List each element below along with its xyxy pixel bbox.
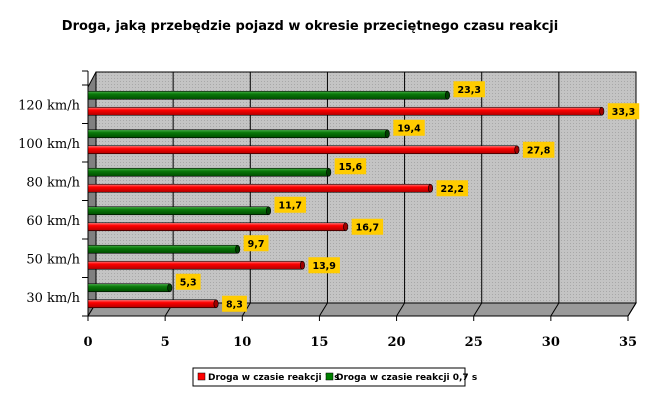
bar-cap (428, 183, 434, 193)
data-label-text: 16,7 (356, 222, 379, 233)
data-label-text: 13,9 (312, 261, 335, 272)
gridline-floor (627, 302, 637, 317)
data-label-text: 27,8 (527, 145, 551, 156)
y-tick-label: 120 km/h (18, 98, 81, 113)
data-label-box (274, 196, 306, 213)
bar-series-2 (87, 206, 269, 216)
data-label-box (175, 273, 201, 290)
data-label-box (607, 103, 640, 120)
bar-cap (343, 222, 349, 232)
data-label: 19,4 (393, 119, 425, 136)
bar-series-1 (87, 299, 217, 309)
bar-cap (266, 206, 272, 216)
data-label: 5,3 (175, 273, 201, 290)
data-label-text: 8,3 (226, 299, 243, 310)
bar-series-2 (87, 129, 388, 139)
y-axis-tick-labels: 30 km/h 50 km/h 60 km/h 80 km/h 100 km/h 120 … (18, 98, 81, 306)
data-label: 33,3 (607, 103, 640, 120)
axes (82, 70, 629, 321)
bar-cap (384, 129, 390, 139)
data-label-text: 11,7 (279, 200, 302, 211)
bars (87, 90, 605, 309)
data-label: 11,7 (274, 196, 306, 213)
legend-label-series-1: Droga w czasie reakcji 1 s (208, 373, 340, 383)
data-label-box (308, 257, 340, 274)
y-tick-label: 80 km/h (26, 175, 80, 190)
bar-cap (235, 244, 241, 254)
data-label-box (436, 180, 468, 197)
data-label: 27,8 (522, 141, 555, 158)
gridline-floor (550, 302, 560, 317)
data-label-text: 15,6 (339, 162, 363, 173)
x-tick-label: 15 (310, 335, 328, 350)
data-label: 15,6 (334, 158, 367, 175)
x-tick-label: 35 (619, 335, 637, 350)
bar-series-1 (87, 106, 603, 116)
gridline-floor (396, 302, 405, 317)
data-label-text: 33,3 (612, 107, 635, 118)
data-label: 8,3 (222, 295, 247, 312)
data-label-text: 22,2 (441, 184, 464, 195)
bar-series-1 (87, 183, 431, 193)
bar-cap (444, 90, 450, 100)
bar-series-2 (87, 167, 329, 177)
data-label: 23,3 (453, 81, 485, 98)
x-tick-label: 25 (465, 335, 483, 350)
data-label-text: 23,3 (457, 85, 480, 96)
data-label-box (222, 295, 247, 312)
bar-cap (599, 106, 605, 116)
legend-swatch-series-1 (197, 372, 206, 381)
x-tick-label: 10 (233, 335, 251, 350)
bar-cap (514, 145, 520, 155)
x-axis-tick-labels: 0 5 10 15 20 25 30 35 (83, 335, 637, 350)
chart-title: Droga, jaką przebędzie pojazd w okresie … (62, 19, 558, 34)
data-label-text: 5,3 (180, 277, 197, 288)
bar-series-1 (87, 260, 303, 270)
y-tick-label: 60 km/h (26, 214, 80, 229)
x-tick-label: 0 (83, 335, 92, 350)
bar-cap (326, 167, 332, 177)
bar-series-1 (87, 145, 518, 155)
bar-cap (167, 283, 173, 293)
legend-label-series-2: Droga w czasie reakcji 0,7 s (336, 373, 477, 383)
y-tick-label: 50 km/h (26, 252, 80, 267)
bar-series-2 (87, 283, 171, 293)
legend-swatch-series-2 (325, 372, 334, 381)
data-label: 22,2 (436, 180, 468, 197)
x-tick-label: 20 (388, 335, 406, 350)
bar-cap (299, 260, 305, 270)
data-label-text: 19,4 (397, 123, 421, 134)
bar-series-2 (87, 90, 448, 100)
legend: Droga w czasie reakcji 1 s Droga w czasi… (192, 367, 477, 387)
data-label-box (334, 158, 367, 175)
y-tick-label: 100 km/h (18, 137, 81, 152)
data-label-box (243, 235, 269, 252)
data-label-box (351, 218, 384, 235)
data-label-text: 9,7 (248, 239, 265, 250)
bar-series-2 (87, 244, 238, 254)
data-label: 13,9 (308, 257, 340, 274)
x-tick-label: 30 (542, 335, 560, 350)
bar-series-1 (87, 222, 346, 232)
data-label-box (453, 81, 485, 98)
x-tick-label: 5 (161, 335, 170, 350)
data-label-box (522, 141, 555, 158)
data-label: 16,7 (351, 218, 384, 235)
gridline-floor (473, 302, 483, 317)
bar-cap (213, 299, 219, 309)
y-tick-label: 30 km/h (26, 291, 80, 306)
value-labels: 8,3 5,3 13,9 9,7 16,7 11,7 22,2 15,6 27,8 19,4 33,… (175, 81, 640, 312)
data-label: 9,7 (243, 235, 269, 252)
gridline-floor (319, 302, 328, 317)
data-label-box (393, 119, 425, 136)
